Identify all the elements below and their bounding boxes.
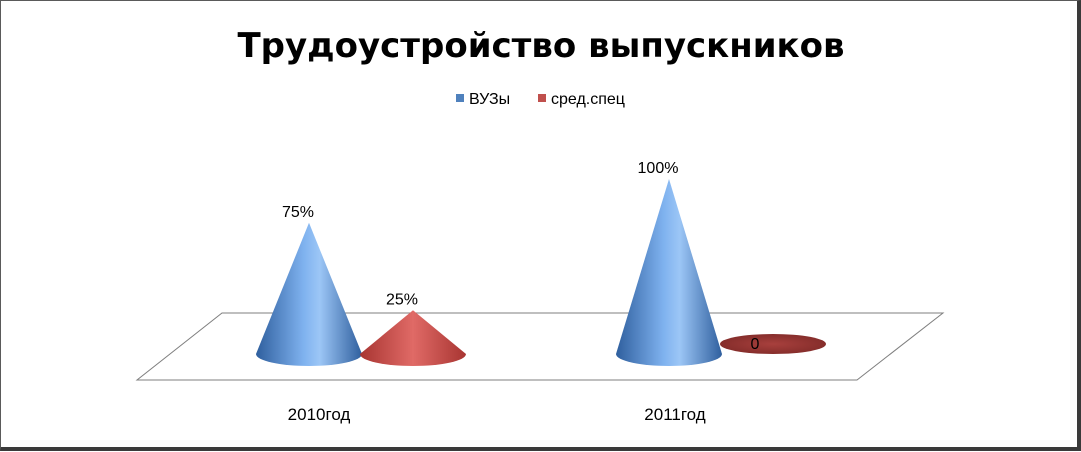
cone-vuzy-2011 xyxy=(616,179,722,366)
cone-sredspec-2010 xyxy=(360,310,466,366)
legend-label-sredspec: сред.спец xyxy=(551,91,625,108)
value-label-vuzy-2011: 100% xyxy=(638,160,679,177)
legend-swatch-sredspec xyxy=(538,94,546,102)
cone-vuzy-2010 xyxy=(256,222,362,366)
category-label-2011: 2011год xyxy=(644,405,705,424)
legend: ВУЗы сред.спец xyxy=(456,91,625,108)
value-label-sredspec-2010: 25% xyxy=(386,291,418,308)
chart-title: Трудоустройство выпускников xyxy=(237,26,844,66)
legend-swatch-vuzy xyxy=(456,94,464,102)
plot-area: 75% 100% 25% 0 xyxy=(256,160,826,366)
value-label-sredspec-2011: 0 xyxy=(751,336,760,353)
value-label-vuzy-2010: 75% xyxy=(282,204,314,221)
category-label-2010: 2010год xyxy=(288,405,351,424)
cone-sredspec-2011 xyxy=(720,334,826,354)
legend-label-vuzy: ВУЗы xyxy=(469,91,510,108)
